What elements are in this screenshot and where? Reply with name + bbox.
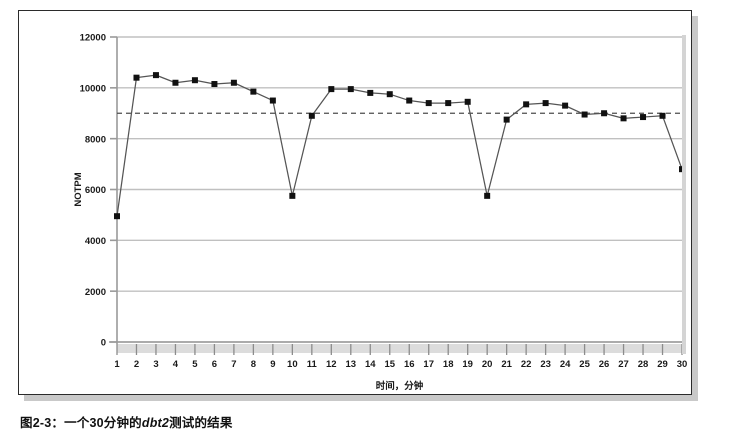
figure-box: 0 2000 4000 6000 8000 10000 12000 NOTPM 1 2 3 4 5 6 7 8… — [18, 10, 692, 395]
x-axis-tick-label: 18 — [443, 359, 454, 370]
data-point-marker — [114, 213, 120, 220]
data-point-marker — [172, 79, 179, 86]
x-axis-tick-label: 13 — [346, 359, 357, 370]
x-axis-tick-label: 17 — [423, 359, 434, 370]
figure-caption: 图2-3：一个30分钟的dbt2测试的结果 — [20, 412, 233, 431]
data-point-marker — [601, 110, 608, 117]
data-point-marker — [133, 74, 140, 81]
x-axis-tick-label: 15 — [384, 359, 395, 370]
y-axis-title: NOTPM — [73, 172, 84, 206]
data-point-marker — [406, 97, 413, 104]
y-axis-tick-label: 2000 — [85, 287, 106, 298]
x-axis-tick-label: 23 — [540, 359, 551, 370]
x-axis-tick-label: 11 — [307, 359, 318, 370]
series-line — [116, 74, 683, 217]
data-point-marker — [640, 114, 647, 121]
y-axis-tick-label: 8000 — [85, 134, 106, 145]
x-axis-tick-label: 9 — [270, 359, 275, 370]
x-axis-tick-label: 4 — [173, 359, 179, 370]
caption-suffix: 测试的结果 — [169, 416, 233, 430]
data-point-marker — [503, 116, 510, 123]
caption-italic-term: dbt2 — [141, 416, 170, 430]
x-axis-tick-label: 8 — [251, 359, 256, 370]
x-axis-tick-label: 10 — [287, 359, 298, 370]
data-point-marker — [659, 112, 666, 119]
x-axis-tick-label: 27 — [618, 359, 629, 370]
y-axis-tick-label: 10000 — [80, 83, 106, 94]
data-point-marker — [308, 112, 315, 119]
data-point-marker — [562, 102, 569, 109]
data-point-marker — [620, 115, 627, 122]
data-point-marker — [445, 100, 452, 107]
data-point-marker — [523, 101, 530, 108]
x-axis-band — [117, 344, 682, 353]
y-axis-tick-label: 6000 — [85, 185, 106, 196]
data-point-marker — [152, 72, 159, 79]
data-point-marker — [581, 111, 588, 118]
data-point-marker — [250, 88, 257, 95]
x-axis-tick-label: 28 — [638, 359, 649, 370]
x-axis-tick-label: 3 — [153, 359, 158, 370]
data-point-marker — [328, 86, 335, 93]
x-axis-tick-label: 29 — [657, 359, 668, 370]
data-point-marker — [425, 100, 432, 107]
data-point-marker — [484, 192, 491, 199]
data-point-marker — [289, 192, 296, 199]
x-axis-tick-label: 14 — [365, 359, 376, 370]
x-axis-tick-label: 25 — [579, 359, 590, 370]
x-axis-tick-label: 2 — [134, 359, 139, 370]
data-point-marker — [367, 89, 374, 96]
caption-prefix: 图2-3：一个30分钟的 — [20, 416, 142, 430]
x-axis-tick-label: 26 — [599, 359, 610, 370]
data-point-marker — [347, 86, 354, 93]
data-point-marker — [230, 79, 237, 86]
chart-container: 0 2000 4000 6000 8000 10000 12000 NOTPM 1 2 3 4 5 6 7 8… — [19, 11, 691, 394]
data-point-marker — [211, 81, 218, 88]
x-axis-tick-label: 5 — [192, 359, 198, 370]
x-axis-tick-label: 22 — [521, 359, 532, 370]
x-axis-tick-label: 7 — [231, 359, 236, 370]
x-axis-title: 时间，分钟 — [376, 380, 424, 392]
x-axis-tick-label: 19 — [462, 359, 473, 370]
data-point-marker — [191, 77, 198, 84]
x-axis-tick-label: 1 — [114, 359, 120, 370]
x-axis-tick-label: 6 — [212, 359, 217, 370]
plot-right-edge-shade — [682, 35, 686, 354]
y-axis-tick-label: 0 — [101, 338, 106, 349]
data-point-marker — [542, 100, 549, 107]
y-axis-tick-label: 4000 — [85, 236, 106, 247]
data-point-marker — [269, 97, 276, 104]
x-axis-tick-label: 21 — [501, 359, 512, 370]
x-axis-tick-label: 12 — [326, 359, 337, 370]
x-axis-tick-label: 16 — [404, 359, 415, 370]
y-axis-tick-label: 12000 — [80, 33, 106, 44]
x-axis-tick-label: 24 — [560, 359, 571, 370]
data-point-marker — [464, 98, 471, 105]
x-axis-tick-label: 20 — [482, 359, 493, 370]
data-point-marker — [386, 91, 393, 98]
x-axis-tick-label: 30 — [677, 359, 688, 370]
